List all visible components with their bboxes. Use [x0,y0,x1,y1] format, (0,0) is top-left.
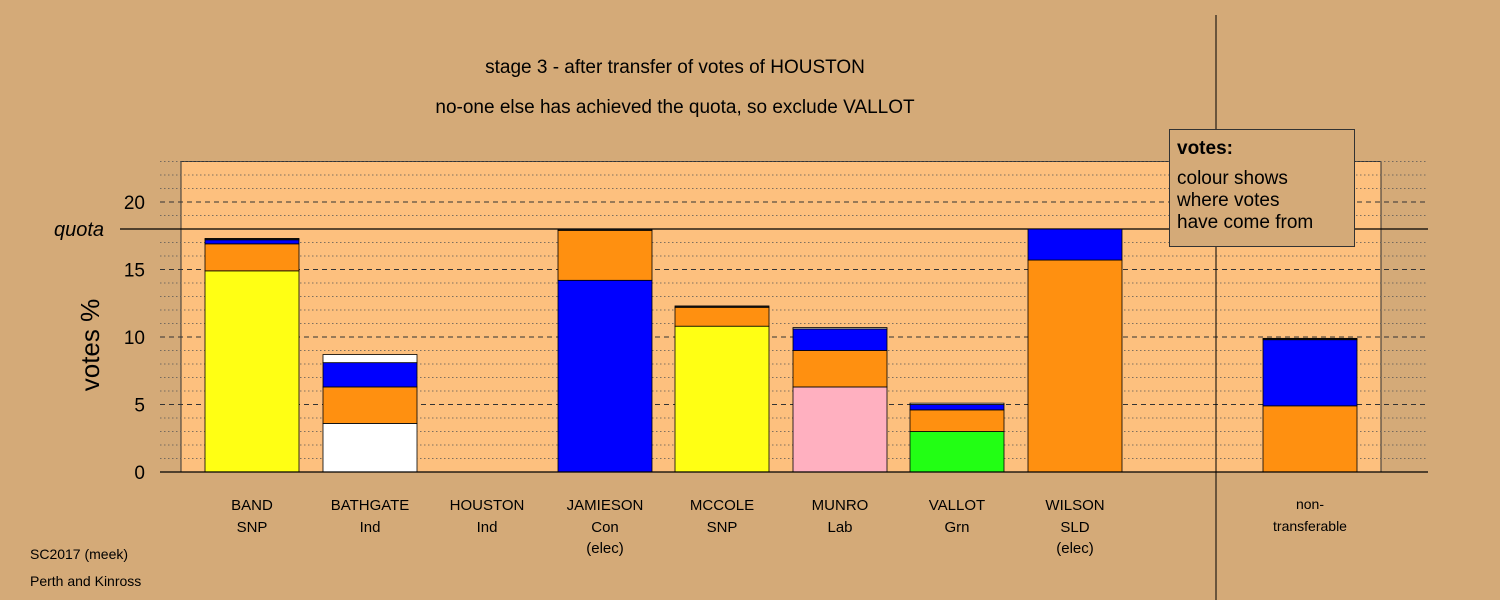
chart-subtitle: no-one else has achieved the quota, so e… [435,97,915,118]
bar-segment-wilson [1027,259,1123,473]
bar-segment-band [204,243,300,272]
x-label-party: Grn [944,519,969,536]
x-label-name: VALLOT [929,497,985,514]
x-label-name: MUNRO [812,497,869,514]
bar-segment-mccole [674,306,770,327]
x-label-status: (elec) [586,540,624,557]
bar-segment-jamieson [557,229,653,281]
bar-segment-nontransferable [1262,337,1358,341]
bar-segment-mccole [674,305,770,308]
x-label-party: SLD [1060,519,1089,536]
bar-segment-band [204,238,300,241]
x-label-party: SNP [707,519,738,536]
bar-segment-jamieson [557,279,653,473]
x-label-name: JAMIESON [567,497,644,514]
x-label-nontransferable-1: non- [1296,496,1324,512]
bar-segment-munro [792,327,888,330]
bar-segment-bathgate [322,422,418,473]
bar-segment-vallot [909,404,1005,411]
y-axis: 0 5 10 15 20 [124,193,1428,484]
footer-council: Perth and Kinross [30,573,142,589]
y-tick-label: 15 [124,261,145,282]
x-label-party: Ind [360,519,381,536]
y-tick-label: 10 [124,328,145,349]
footer-election: SC2017 (meek) [30,546,129,562]
bar-segment-bathgate [322,354,418,364]
bar-segment-jamieson [557,228,653,231]
bar-segment-bathgate [322,362,418,388]
x-label-name: BAND [231,497,273,514]
bar-segment-munro [792,350,888,388]
x-label-party: Con [591,519,619,536]
bar-segment-nontransferable [1262,339,1358,407]
chart-title: stage 3 - after transfer of votes of HOU… [485,57,865,78]
bar-segment-munro [792,328,888,351]
y-axis-label: votes % [75,299,105,392]
bar-segment-mccole [674,325,770,473]
x-label-name: WILSON [1045,497,1104,514]
legend-line-3: have come from [1177,212,1314,233]
x-label-status: (elec) [1056,540,1094,557]
y-tick-label: 0 [134,463,145,484]
bar-segment-bathgate [322,386,418,424]
bar-segment-vallot [909,402,1005,405]
x-label-name: MCCOLE [690,497,754,514]
x-label-name: HOUSTON [450,497,525,514]
legend-line-1: colour shows [1177,168,1288,189]
x-label-nontransferable-2: transferable [1273,518,1347,534]
bar-segment-wilson [1027,228,1123,261]
x-label-party: SNP [237,519,268,536]
x-label-party: Lab [827,519,852,536]
legend-line-2: where votes [1177,190,1280,211]
legend-box: votes: colour shows where votes have com… [1169,129,1355,247]
x-label-name: BATHGATE [331,497,410,514]
x-label-party: Ind [477,519,498,536]
bar-segment-munro [792,386,888,473]
x-labels: BAND SNP BATHGATE Ind HOUSTON Ind JAMIESON Con (… [231,496,1347,557]
legend-title: votes: [1177,138,1233,159]
bars [204,228,1358,473]
bar-segment-nontransferable [1262,405,1358,473]
y-tick-label: 20 [124,193,145,214]
y-tick-label: 5 [134,396,145,417]
bar-segment-vallot [909,431,1005,473]
bar-segment-band [204,239,300,245]
bar-segment-vallot [909,409,1005,432]
quota-label: quota [54,219,104,241]
bar-segment-band [204,270,300,473]
